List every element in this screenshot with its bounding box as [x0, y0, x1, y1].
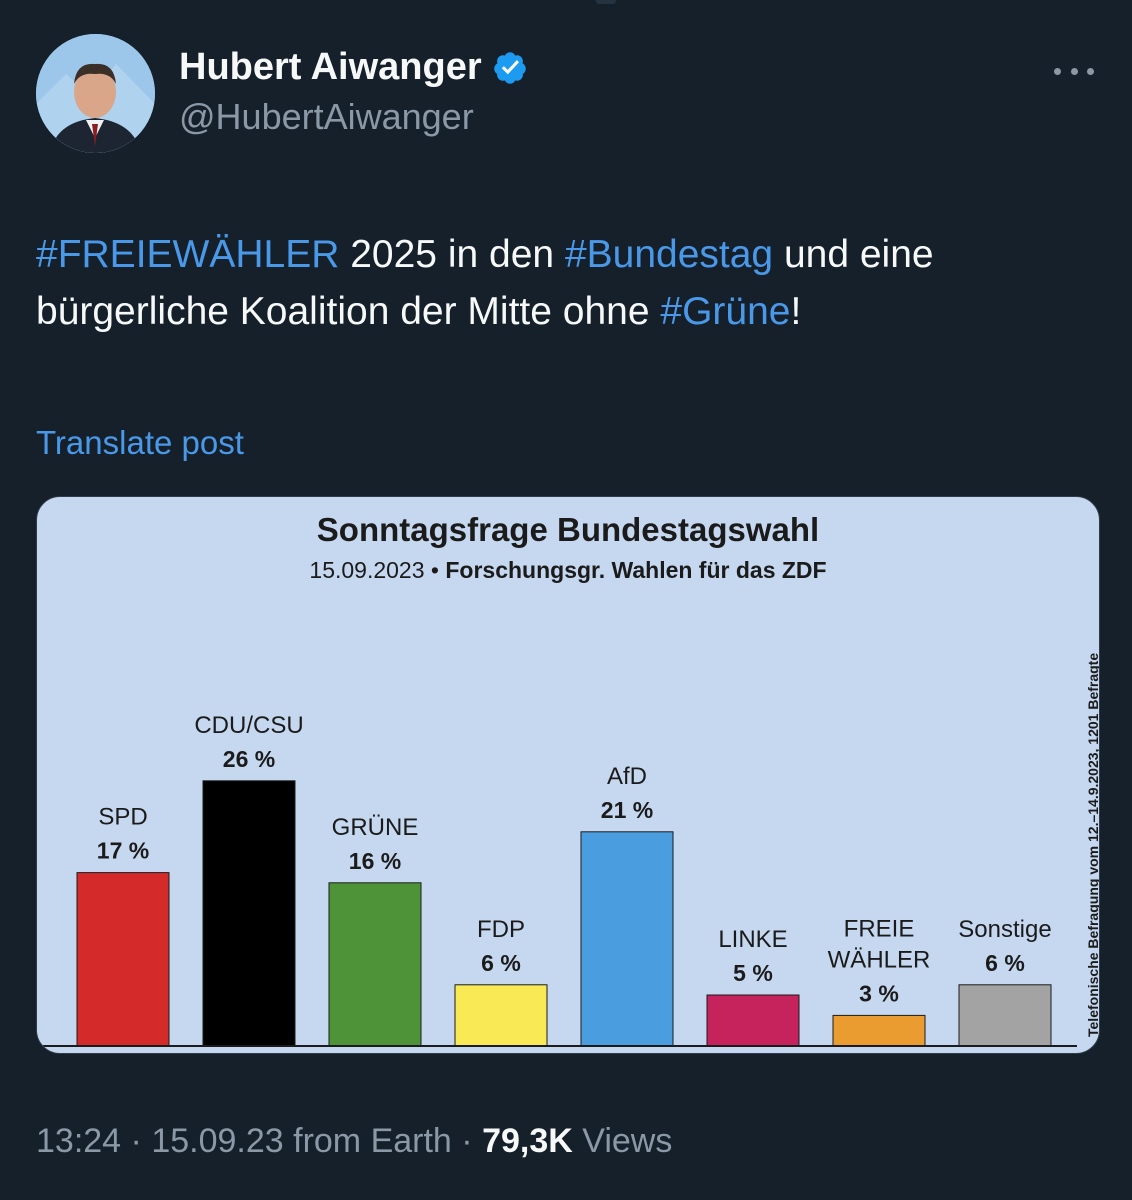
bar-category-label: LINKE [718, 926, 787, 953]
tweet-text-segment: und eine bürgerliche Koalition der Mitte… [36, 233, 934, 333]
chart-subtitle-date: 15.09.2023 • [309, 557, 439, 583]
chart-side-note: Telefonische Befragung vom 12.–14.9.2023… [1085, 652, 1100, 1037]
tweet-date[interactable]: 15.09.23 [151, 1122, 284, 1160]
author-handle[interactable]: @HubertAiwanger [179, 96, 474, 137]
bar-cdu-csu [202, 780, 296, 1047]
views-label[interactable]: Views [582, 1122, 673, 1160]
tweet-text-segment: ! [790, 290, 802, 333]
bar-sonstige [958, 984, 1052, 1047]
bar-value-label: 5 % [733, 960, 773, 986]
bar-category-label: GRÜNE [332, 814, 419, 841]
author-display-name[interactable]: Hubert Aiwanger [179, 46, 482, 88]
bar-category-label: CDU/CSU [194, 712, 303, 739]
chart-subtitle: 15.09.2023 • Forschungsgr. Wahlen für da… [37, 557, 1099, 584]
bar-value-label: 17 % [97, 838, 149, 864]
avatar-image [36, 34, 155, 153]
chart-image[interactable]: Sonntagsfrage Bundestagswahl 15.09.2023 … [36, 496, 1100, 1054]
translate-post-link[interactable]: Translate post [36, 424, 244, 461]
bar-fdp [454, 984, 548, 1047]
bar-freie-wähler [832, 1014, 926, 1047]
bar-category-label: AfD [607, 763, 647, 790]
top-handle [596, 0, 616, 4]
tweet-time[interactable]: 13:24 [36, 1122, 122, 1160]
chart-title: Sonntagsfrage Bundestagswahl [316, 511, 820, 548]
bar-value-label: 6 % [481, 950, 521, 976]
bar-grüne [328, 882, 422, 1047]
bar-category-label: WÄHLER [828, 946, 931, 973]
verified-badge-icon [493, 51, 526, 84]
hashtag-gruene[interactable]: #Grüne [660, 290, 791, 333]
chart-subtitle-source: Forschungsgr. Wahlen für das ZDF [445, 557, 827, 583]
bar-value-label: 26 % [223, 746, 275, 772]
author-name-row[interactable]: Hubert Aiwanger [179, 46, 528, 89]
bar-category-label: FREIE [844, 915, 915, 942]
bar-category-label: SPD [98, 804, 147, 831]
tweet-text-segment: 2025 in den [339, 233, 565, 276]
more-options-icon[interactable] [1054, 56, 1094, 86]
bar-category-label: Sonstige [958, 916, 1051, 943]
views-count[interactable]: 79,3K [482, 1122, 573, 1160]
hashtag-freiewaehler[interactable]: #FREIEWÄHLER [36, 233, 340, 276]
bar-afd [580, 831, 674, 1047]
bar-spd [76, 872, 170, 1047]
bar-value-label: 16 % [349, 848, 401, 874]
bar-value-label: 21 % [601, 797, 653, 823]
hashtag-bundestag[interactable]: #Bundestag [564, 233, 774, 276]
bar-chart: 17 % SPD 26 % CDU/CSU 16 % GRÜNE 6 % FDP 21 % AfD… [37, 712, 1077, 1047]
avatar[interactable] [36, 34, 155, 153]
bar-value-label: 6 % [985, 950, 1025, 976]
bar-value-label: 3 % [859, 980, 899, 1006]
bar-category-label: FDP [477, 916, 525, 943]
bar-linke [706, 994, 800, 1047]
tweet-meta: 13:24 · 15.09.23 from Earth · 79,3K View… [36, 1122, 673, 1160]
tweet-text: #FREIEWÄHLER 2025 in den #Bundestag und … [36, 226, 1106, 340]
tweet-source: from Earth [293, 1122, 452, 1160]
